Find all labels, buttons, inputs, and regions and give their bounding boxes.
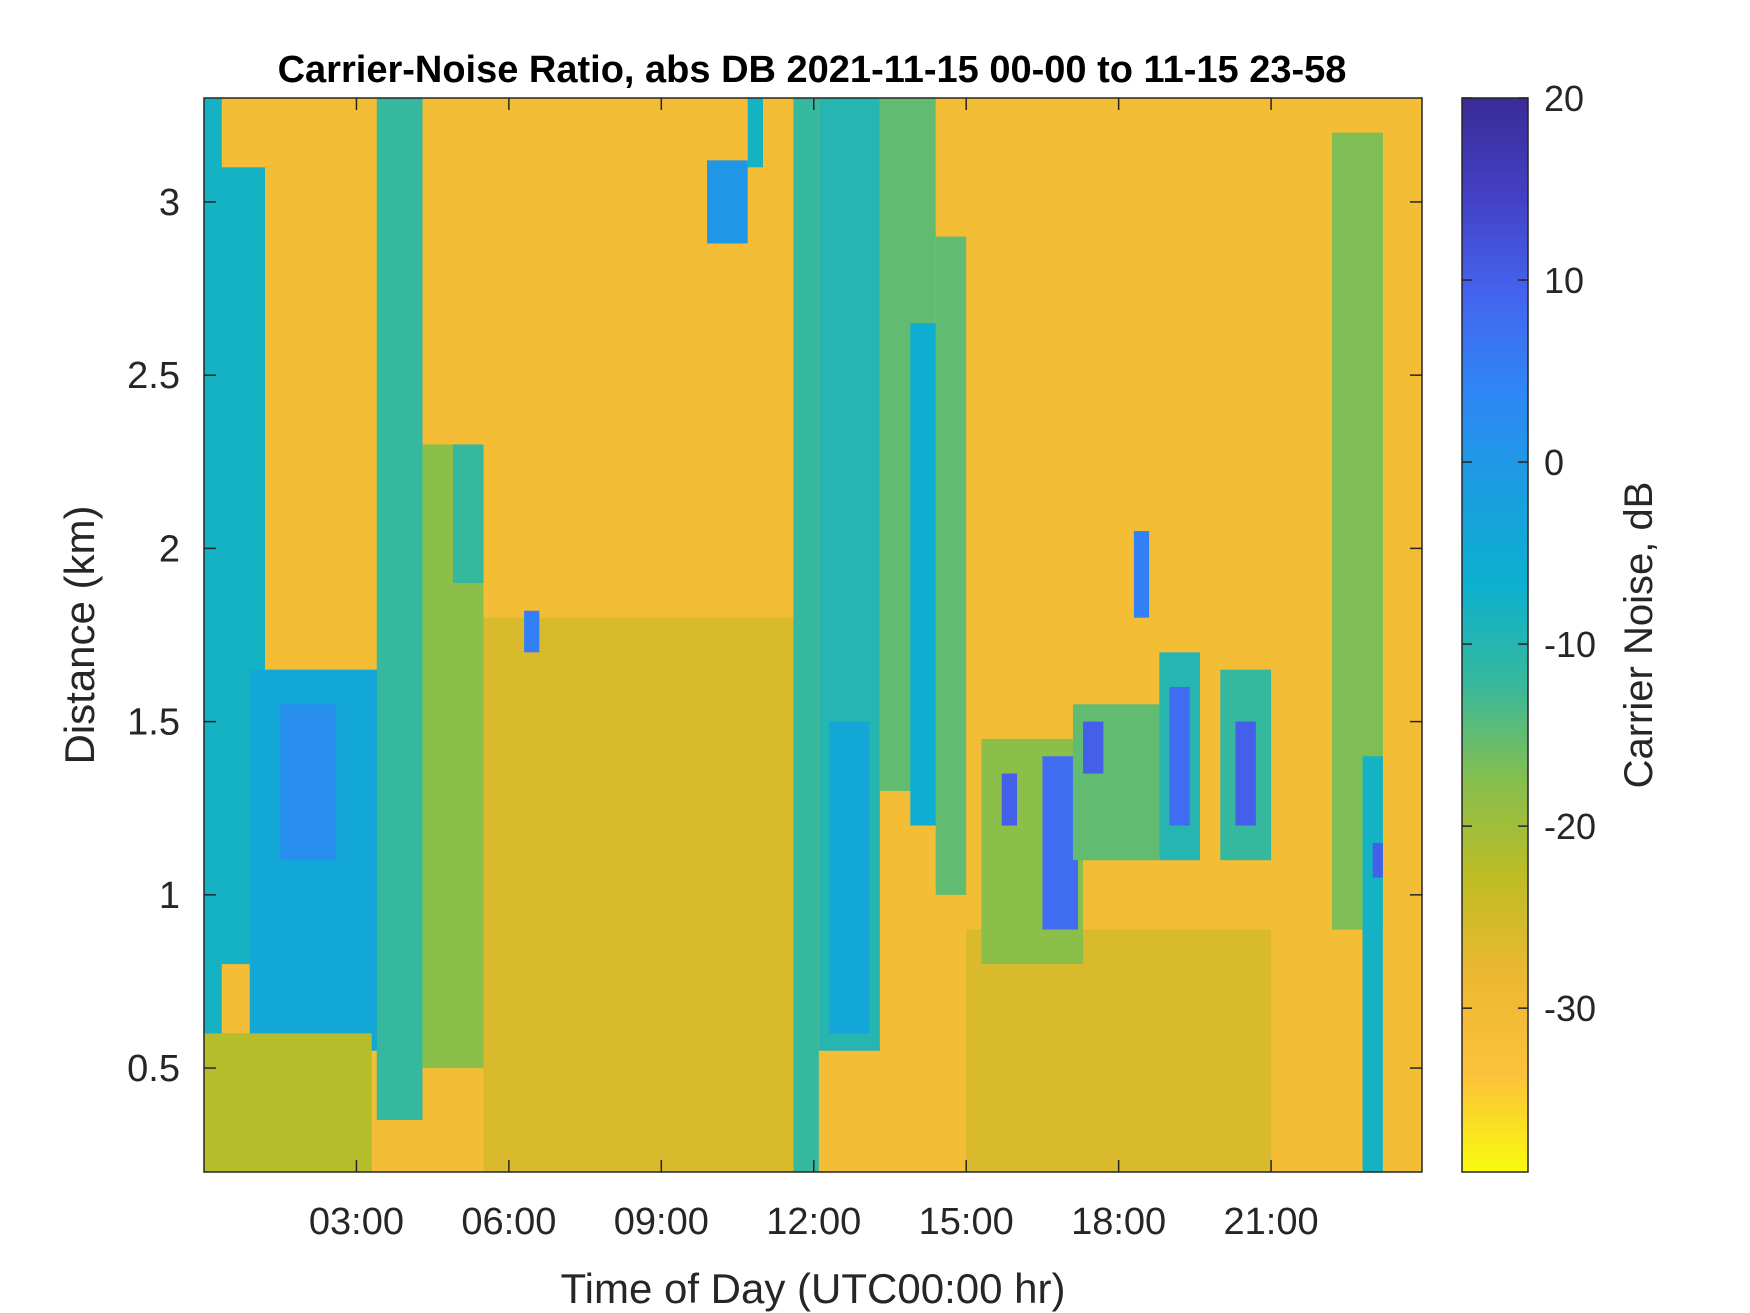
- x-axis-ticks: 03:00 06:00 09:00 12:00 15:00 18:00 21:00: [309, 98, 1319, 1243]
- y-tick-label: 1: [159, 875, 180, 917]
- y-tick-label: 2.5: [127, 355, 180, 397]
- heatmap-cell: [910, 323, 941, 826]
- colorbar-tick-label: -30: [1544, 988, 1596, 1029]
- heatmap-cell: [204, 98, 222, 1172]
- x-tick-label: 09:00: [614, 1201, 709, 1243]
- y-tick-label: 1.5: [127, 702, 180, 744]
- y-axis-label: Distance (km): [56, 505, 103, 764]
- heatmap-cell: [1133, 531, 1150, 618]
- heatmap-cell: [376, 98, 423, 1121]
- colorbar-tick-label: -10: [1544, 624, 1596, 665]
- x-tick-label: 06:00: [461, 1201, 556, 1243]
- x-tick-label: 12:00: [766, 1201, 861, 1243]
- heatmap-cell: [280, 704, 337, 861]
- plot-frame: [203, 97, 1423, 1173]
- heatmap-cell: [452, 444, 484, 584]
- y-tick-label: 2: [159, 528, 180, 570]
- colorbar-tick-label: 10: [1544, 260, 1584, 301]
- heatmap-cell: [1362, 756, 1383, 1172]
- x-axis-label: Time of Day (UTC00:00 hr): [561, 1265, 1066, 1312]
- x-tick-label: 21:00: [1224, 1201, 1319, 1243]
- x-tick-label: 18:00: [1071, 1201, 1166, 1243]
- heatmap-cell: [966, 929, 1272, 1172]
- heatmap-cell: [935, 236, 967, 895]
- chart-title: Carrier-Noise Ratio, abs DB 2021-11-15 0…: [278, 49, 1347, 91]
- heatmap-cell: [1083, 721, 1104, 774]
- colorbar-tick-label: 0: [1544, 442, 1564, 483]
- heatmap-cell: [1042, 756, 1078, 930]
- colorbar-ticks: 20 10 0 -10 -20 -30: [1462, 78, 1596, 1029]
- heatmap-cell: [829, 721, 870, 1034]
- heatmap-cell: [1372, 842, 1383, 878]
- heatmap-cell: [524, 610, 540, 653]
- x-tick-label: 15:00: [919, 1201, 1014, 1243]
- heatmap-cell: [483, 617, 794, 1172]
- heatmap-cells: [204, 98, 1383, 1172]
- colorbar: [1461, 97, 1529, 1173]
- heatmap-cell: [707, 160, 748, 244]
- x-tick-label: 03:00: [309, 1201, 404, 1243]
- heatmap-cell: [793, 98, 819, 1172]
- colorbar-label: Carrier Noise, dB: [1617, 482, 1661, 789]
- heatmap-cell: [1169, 686, 1190, 826]
- y-axis-ticks: 0.5 1 1.5 2 2.5 3: [127, 182, 1422, 1090]
- heatmap-cell: [204, 1033, 372, 1172]
- y-tick-label: 3: [159, 182, 180, 224]
- colorbar-tick-label: 20: [1544, 78, 1584, 119]
- heatmap-cell: [1001, 773, 1018, 826]
- colorbar-tick-label: -20: [1544, 806, 1596, 847]
- y-tick-label: 0.5: [127, 1048, 180, 1090]
- heatmap-cell: [1235, 721, 1256, 826]
- heatmap-cell: [747, 98, 763, 168]
